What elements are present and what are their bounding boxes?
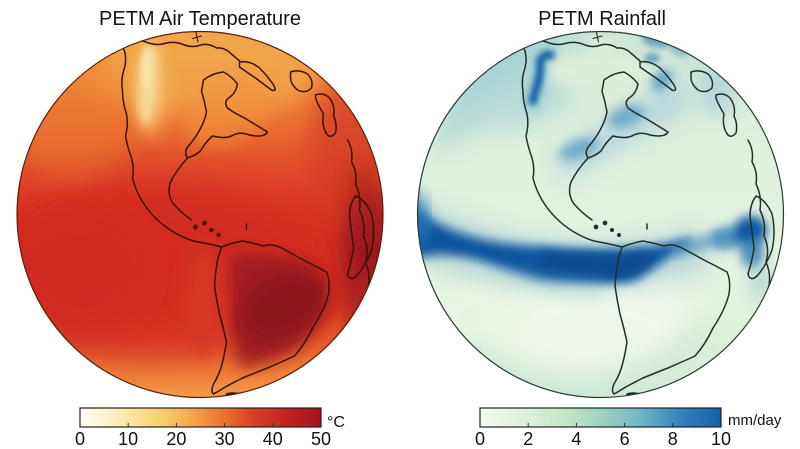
- svg-text:mm/day: mm/day: [728, 412, 782, 429]
- svg-text:10: 10: [711, 429, 731, 449]
- svg-text:8: 8: [668, 429, 678, 449]
- svg-text:0: 0: [475, 429, 485, 449]
- svg-text:20: 20: [166, 429, 186, 449]
- svg-text:40: 40: [263, 429, 283, 449]
- svg-text:°C: °C: [327, 414, 345, 431]
- svg-text:0: 0: [75, 429, 85, 449]
- svg-text:30: 30: [215, 429, 235, 449]
- svg-text:4: 4: [571, 429, 581, 449]
- svg-text:PETM Rainfall: PETM Rainfall: [538, 8, 666, 30]
- svg-text:10: 10: [118, 429, 138, 449]
- svg-text:2: 2: [523, 429, 533, 449]
- svg-text:6: 6: [620, 429, 630, 449]
- svg-text:PETM Air Temperature: PETM Air Temperature: [99, 8, 301, 30]
- svg-text:50: 50: [311, 429, 331, 449]
